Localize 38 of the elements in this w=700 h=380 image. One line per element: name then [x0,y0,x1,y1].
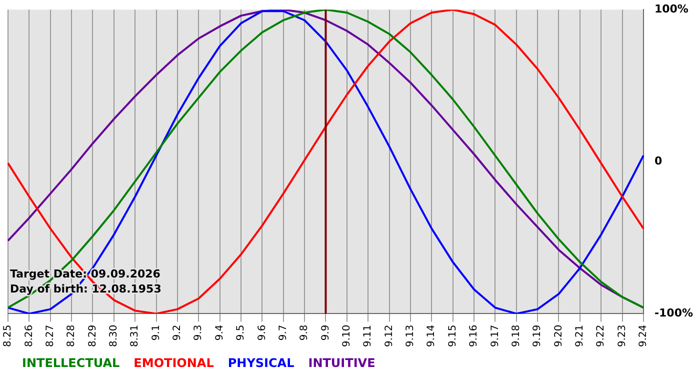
x-tick-label: 9.14 [426,324,438,347]
text: PHYSICAL [228,356,295,370]
x-tick-label: 9.9 [320,324,332,341]
x-tick-label: 9.19 [532,324,544,347]
x-tick-label: 9.5 [236,324,247,341]
x-tick-label: 8.29 [87,324,98,347]
y-tick-label: -100% [654,306,694,320]
x-tick-label: 9.2 [172,324,184,341]
text: INTUITIVE [308,356,376,370]
text: INTELLECTUAL [22,356,120,370]
x-tick-label: 9.17 [490,324,501,347]
x-tick-label: 9.15 [447,324,458,347]
x-tick-label: 9.6 [256,324,268,341]
x-tick-label: 9.22 [596,324,607,347]
x-tick-label: 9.3 [193,324,204,341]
x-tick-label: 9.18 [510,324,522,347]
x-tick-label: 9.21 [574,324,586,347]
x-tick-label: 9.13 [405,324,416,347]
x-tick-label: 9.7 [278,324,289,341]
text: EMOTIONAL [134,356,214,370]
x-tick-label: 9.11 [362,324,374,347]
x-tick-label: 9.1 [150,324,162,341]
y-tick-label: 0 [654,154,662,168]
x-tick-label: 9.12 [384,324,395,347]
x-tick-label: 9.23 [616,324,628,347]
x-tick-label: 8.25 [2,324,14,347]
x-tick-label: 8.31 [130,324,141,347]
x-tick-label: 8.27 [44,324,56,347]
x-tick-label: 9.16 [468,324,480,347]
x-tick-label: 9.8 [299,324,310,341]
y-tick-label: 100% [654,2,688,16]
x-tick-label: 8.28 [66,324,78,347]
x-tick-label: 8.26 [24,324,35,347]
x-tick-label: 8.30 [108,324,120,347]
x-tick-label: 9.10 [342,324,352,347]
x-tick-label: 9.24 [638,324,650,347]
x-tick-label: 9.20 [553,324,564,347]
x-tick-label: 9.4 [214,324,226,341]
